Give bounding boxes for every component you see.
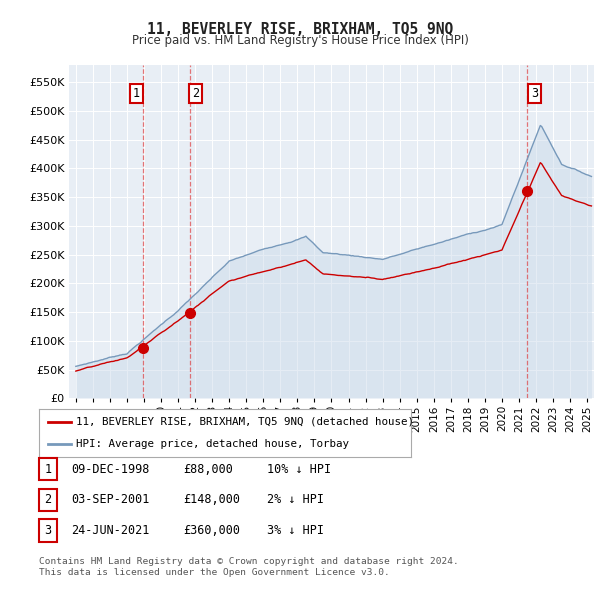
Text: 2: 2 xyxy=(192,87,199,100)
Text: 3% ↓ HPI: 3% ↓ HPI xyxy=(267,524,324,537)
Text: 2: 2 xyxy=(44,493,52,506)
Text: HPI: Average price, detached house, Torbay: HPI: Average price, detached house, Torb… xyxy=(76,439,349,449)
Text: 11, BEVERLEY RISE, BRIXHAM, TQ5 9NQ: 11, BEVERLEY RISE, BRIXHAM, TQ5 9NQ xyxy=(147,22,453,37)
Text: £148,000: £148,000 xyxy=(183,493,240,506)
Text: 24-JUN-2021: 24-JUN-2021 xyxy=(71,524,149,537)
Text: £360,000: £360,000 xyxy=(183,524,240,537)
Text: This data is licensed under the Open Government Licence v3.0.: This data is licensed under the Open Gov… xyxy=(39,568,390,577)
Text: 03-SEP-2001: 03-SEP-2001 xyxy=(71,493,149,506)
Text: Price paid vs. HM Land Registry's House Price Index (HPI): Price paid vs. HM Land Registry's House … xyxy=(131,34,469,47)
Text: £88,000: £88,000 xyxy=(183,463,233,476)
Text: 3: 3 xyxy=(531,87,538,100)
Text: 10% ↓ HPI: 10% ↓ HPI xyxy=(267,463,331,476)
Text: 09-DEC-1998: 09-DEC-1998 xyxy=(71,463,149,476)
Text: 1: 1 xyxy=(44,463,52,476)
Text: 11, BEVERLEY RISE, BRIXHAM, TQ5 9NQ (detached house): 11, BEVERLEY RISE, BRIXHAM, TQ5 9NQ (det… xyxy=(76,417,414,427)
Text: Contains HM Land Registry data © Crown copyright and database right 2024.: Contains HM Land Registry data © Crown c… xyxy=(39,558,459,566)
Text: 1: 1 xyxy=(133,87,140,100)
Text: 3: 3 xyxy=(44,524,52,537)
Text: 2% ↓ HPI: 2% ↓ HPI xyxy=(267,493,324,506)
